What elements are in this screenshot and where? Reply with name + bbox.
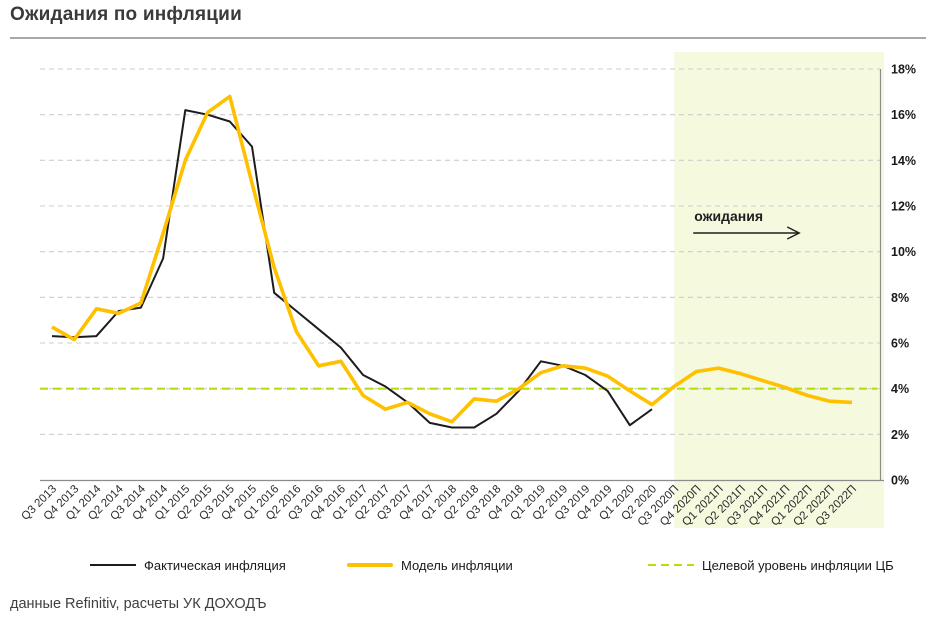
y-axis-label: 8%: [891, 291, 909, 305]
y-axis-label: 10%: [891, 245, 916, 259]
y-axis-label: 4%: [891, 382, 909, 396]
target-inflation-line-swatch: [648, 563, 694, 567]
y-axis-label: 0%: [891, 474, 909, 488]
legend-item-actual-inflation: Фактическая инфляция: [90, 553, 286, 577]
legend-label-target-inflation: Целевой уровень инфляции ЦБ: [702, 557, 894, 573]
source-note: данные Refinitiv, расчеты УК ДОХОДЪ: [10, 596, 267, 612]
y-axis-label: 16%: [891, 108, 916, 122]
gridlines: [40, 68, 880, 435]
legend-label-actual-inflation: Фактическая инфляция: [144, 557, 286, 573]
legend-item-target-inflation: Целевой уровень инфляции ЦБ: [648, 553, 894, 577]
chart-legend: Фактическая инфляция Модель инфляции Цел…: [0, 553, 936, 579]
y-axis-label: 14%: [891, 154, 916, 168]
title-divider: [10, 37, 926, 39]
page-title: Ожидания по инфляции: [10, 4, 242, 25]
actual-inflation-line-swatch: [90, 563, 136, 567]
legend-label-model-inflation: Модель инфляции: [401, 557, 513, 573]
inflation-chart: Q3 2013 Q4 2013 Q1 2014 Q2 2014 Q3 2014 Q4 20…: [19, 52, 916, 529]
forecast-region: [674, 52, 884, 528]
model-inflation-line: [51, 94, 853, 424]
y-axis-label: 12%: [891, 200, 916, 214]
y-axis-labels: 0% 2% 4% 6% 8% 10% 12% 14% 16% 18%: [891, 63, 916, 488]
actual-inflation-line: [51, 109, 653, 429]
model-inflation-line-swatch: [347, 563, 393, 567]
legend-item-model-inflation: Модель инфляции: [347, 553, 513, 577]
y-axis-label: 6%: [891, 337, 909, 351]
y-axis-label: 18%: [891, 63, 916, 77]
y-axis-label: 2%: [891, 428, 909, 442]
forecast-annotation-label: ожидания: [694, 208, 763, 224]
forecast-annotation-arrow: [693, 226, 801, 240]
